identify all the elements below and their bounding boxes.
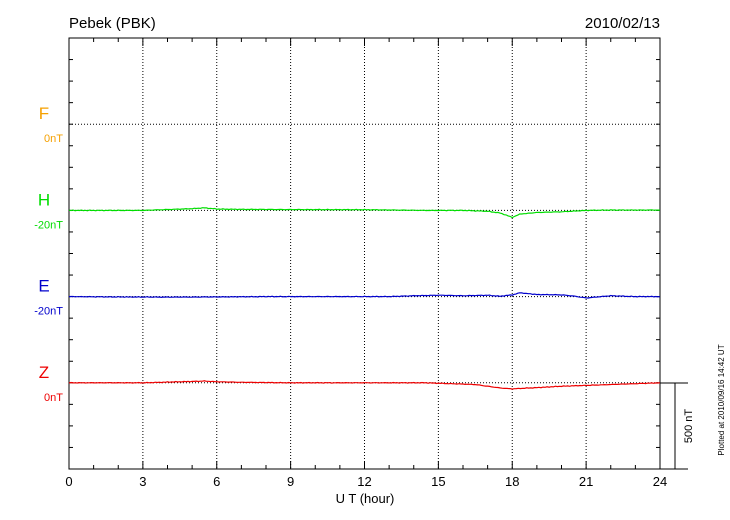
- series-offset-h: -20nT: [34, 219, 63, 231]
- series-offset-z: 0nT: [44, 392, 63, 404]
- x-tick-label: 21: [579, 474, 593, 489]
- series-name-f: F: [39, 104, 49, 123]
- x-tick-labels: 0 3 6 9 12 15 18 21 24: [65, 474, 667, 489]
- series-name-z: Z: [39, 363, 49, 382]
- series-name-e: E: [38, 277, 49, 296]
- scale-label: 500 nT: [683, 409, 695, 444]
- x-tick-label: 3: [139, 474, 146, 489]
- series-offset-e: -20nT: [34, 306, 63, 318]
- series-line-z: [68, 380, 661, 390]
- x-tick-label: 12: [357, 474, 371, 489]
- x-tick-label: 24: [653, 474, 667, 489]
- x-axis-label: U T (hour): [336, 491, 395, 506]
- series-line-e: [68, 292, 661, 299]
- date-title: 2010/02/13: [585, 15, 660, 32]
- x-tick-label: 9: [287, 474, 294, 489]
- station-title: Pebek (PBK): [69, 15, 156, 32]
- series-line-h: [68, 207, 660, 219]
- scale-bar: 500 nT: [660, 382, 695, 470]
- grid-lines: [69, 38, 660, 469]
- x-tick-label: 15: [431, 474, 445, 489]
- plotted-note: Plotted at 2010/09/16 14:42 UT: [717, 344, 726, 455]
- x-tick-label: 6: [213, 474, 220, 489]
- x-tick-label: 0: [65, 474, 72, 489]
- series-lines: [68, 207, 661, 390]
- x-tick-label: 18: [505, 474, 519, 489]
- series-labels: F 0nT H -20nT E -20nT Z 0nT: [34, 104, 63, 404]
- series-name-h: H: [38, 190, 50, 209]
- series-offset-f: 0nT: [44, 133, 63, 145]
